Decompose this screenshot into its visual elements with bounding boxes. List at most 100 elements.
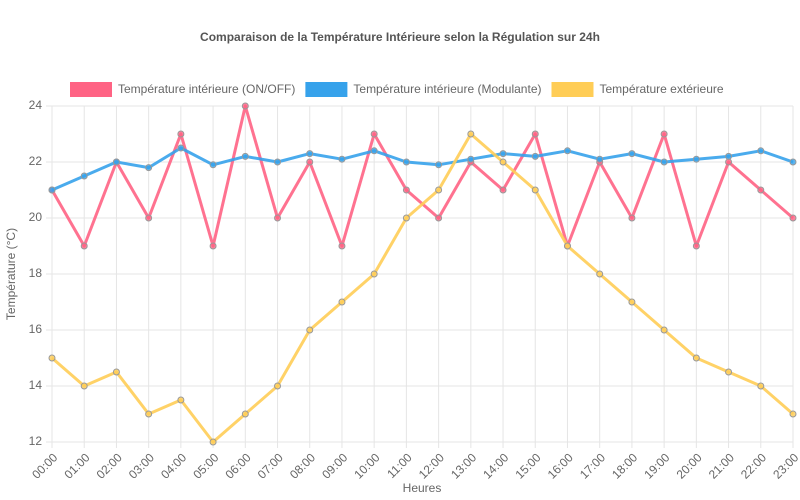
data-point: [499, 158, 507, 166]
data-point: [209, 242, 217, 250]
y-tick-label: 24: [29, 98, 43, 112]
data-point: [241, 152, 249, 160]
data-point: [789, 214, 797, 222]
x-tick-label: 23:00: [770, 450, 800, 481]
data-point: [274, 158, 282, 166]
data-point: [274, 214, 282, 222]
series-line: [51, 132, 794, 444]
data-point: [80, 382, 88, 390]
data-point: [80, 172, 88, 180]
x-tick-label: 08:00: [287, 450, 318, 481]
data-point: [531, 130, 539, 138]
x-tick-label: 06:00: [223, 450, 254, 481]
data-point: [177, 130, 185, 138]
x-tick-label: 00:00: [29, 450, 60, 481]
x-tick-label: 07:00: [255, 450, 286, 481]
legend-label: Température intérieure (Modulante): [353, 82, 541, 96]
data-point: [370, 147, 378, 155]
data-point: [112, 368, 120, 376]
data-point: [531, 152, 539, 160]
x-tick-label: 01:00: [61, 450, 92, 481]
x-axis-title: Heures: [403, 481, 442, 495]
x-tick-label: 02:00: [94, 450, 125, 481]
data-point: [757, 382, 765, 390]
data-point: [370, 130, 378, 138]
data-point: [177, 396, 185, 404]
y-tick-label: 14: [29, 378, 43, 392]
data-point: [338, 242, 346, 250]
data-point: [757, 147, 765, 155]
x-tick-label: 16:00: [545, 450, 576, 481]
data-point: [757, 186, 765, 194]
legend-label: Température intérieure (ON/OFF): [118, 82, 295, 96]
data-point: [177, 144, 185, 152]
data-point: [660, 326, 668, 334]
data-point: [692, 242, 700, 250]
data-point: [660, 130, 668, 138]
series-line: [50, 104, 794, 248]
y-tick-label: 18: [29, 266, 43, 280]
data-point: [112, 158, 120, 166]
data-point: [596, 270, 604, 278]
data-point: [789, 410, 797, 418]
data-point: [499, 186, 507, 194]
data-point: [338, 155, 346, 163]
data-point: [725, 152, 733, 160]
x-tick-label: 12:00: [416, 450, 447, 481]
data-point: [692, 354, 700, 362]
x-tick-label: 09:00: [319, 450, 350, 481]
x-tick-label: 04:00: [158, 450, 189, 481]
data-point: [531, 186, 539, 194]
data-point: [467, 155, 475, 163]
x-tick-label: 22:00: [738, 450, 769, 481]
y-tick-label: 20: [29, 210, 43, 224]
data-point: [692, 155, 700, 163]
x-tick-label: 17:00: [577, 450, 608, 481]
data-point: [145, 214, 153, 222]
data-point: [306, 326, 314, 334]
data-point: [435, 161, 443, 169]
data-point: [628, 298, 636, 306]
data-point: [402, 214, 410, 222]
data-point: [402, 186, 410, 194]
legend-swatch: [305, 82, 348, 97]
x-tick-label: 11:00: [384, 450, 415, 481]
data-point: [499, 150, 507, 158]
data-point: [209, 161, 217, 169]
data-point: [467, 130, 475, 138]
data-point: [563, 147, 571, 155]
data-point: [628, 150, 636, 158]
x-tick-label: 13:00: [448, 450, 479, 481]
data-point: [48, 354, 56, 362]
data-point: [145, 164, 153, 172]
series-line: [51, 146, 794, 192]
data-point: [628, 214, 636, 222]
x-tick-label: 18:00: [609, 450, 640, 481]
y-tick-label: 22: [29, 154, 43, 168]
data-point: [274, 382, 282, 390]
data-point: [435, 214, 443, 222]
legend-swatch: [70, 82, 112, 97]
chart-title: Comparaison de la Température Intérieure…: [200, 30, 600, 44]
x-tick-label: 03:00: [126, 450, 157, 481]
data-point: [338, 298, 346, 306]
data-point: [660, 158, 668, 166]
y-axis-title: Température (°C): [4, 228, 18, 320]
data-point: [789, 158, 797, 166]
data-point: [241, 410, 249, 418]
data-point: [209, 438, 217, 446]
data-point: [370, 270, 378, 278]
x-tick-label: 19:00: [641, 450, 672, 481]
y-tick-label: 12: [29, 434, 43, 448]
x-tick-label: 20:00: [674, 450, 705, 481]
x-tick-label: 05:00: [190, 450, 221, 481]
y-tick-label: 16: [29, 322, 43, 336]
legend-label: Température extérieure: [599, 82, 723, 96]
data-point: [563, 242, 571, 250]
data-point: [596, 155, 604, 163]
data-point: [306, 150, 314, 158]
x-tick-label: 21:00: [706, 450, 737, 481]
x-tick-label: 14:00: [480, 450, 511, 481]
data-point: [402, 158, 410, 166]
